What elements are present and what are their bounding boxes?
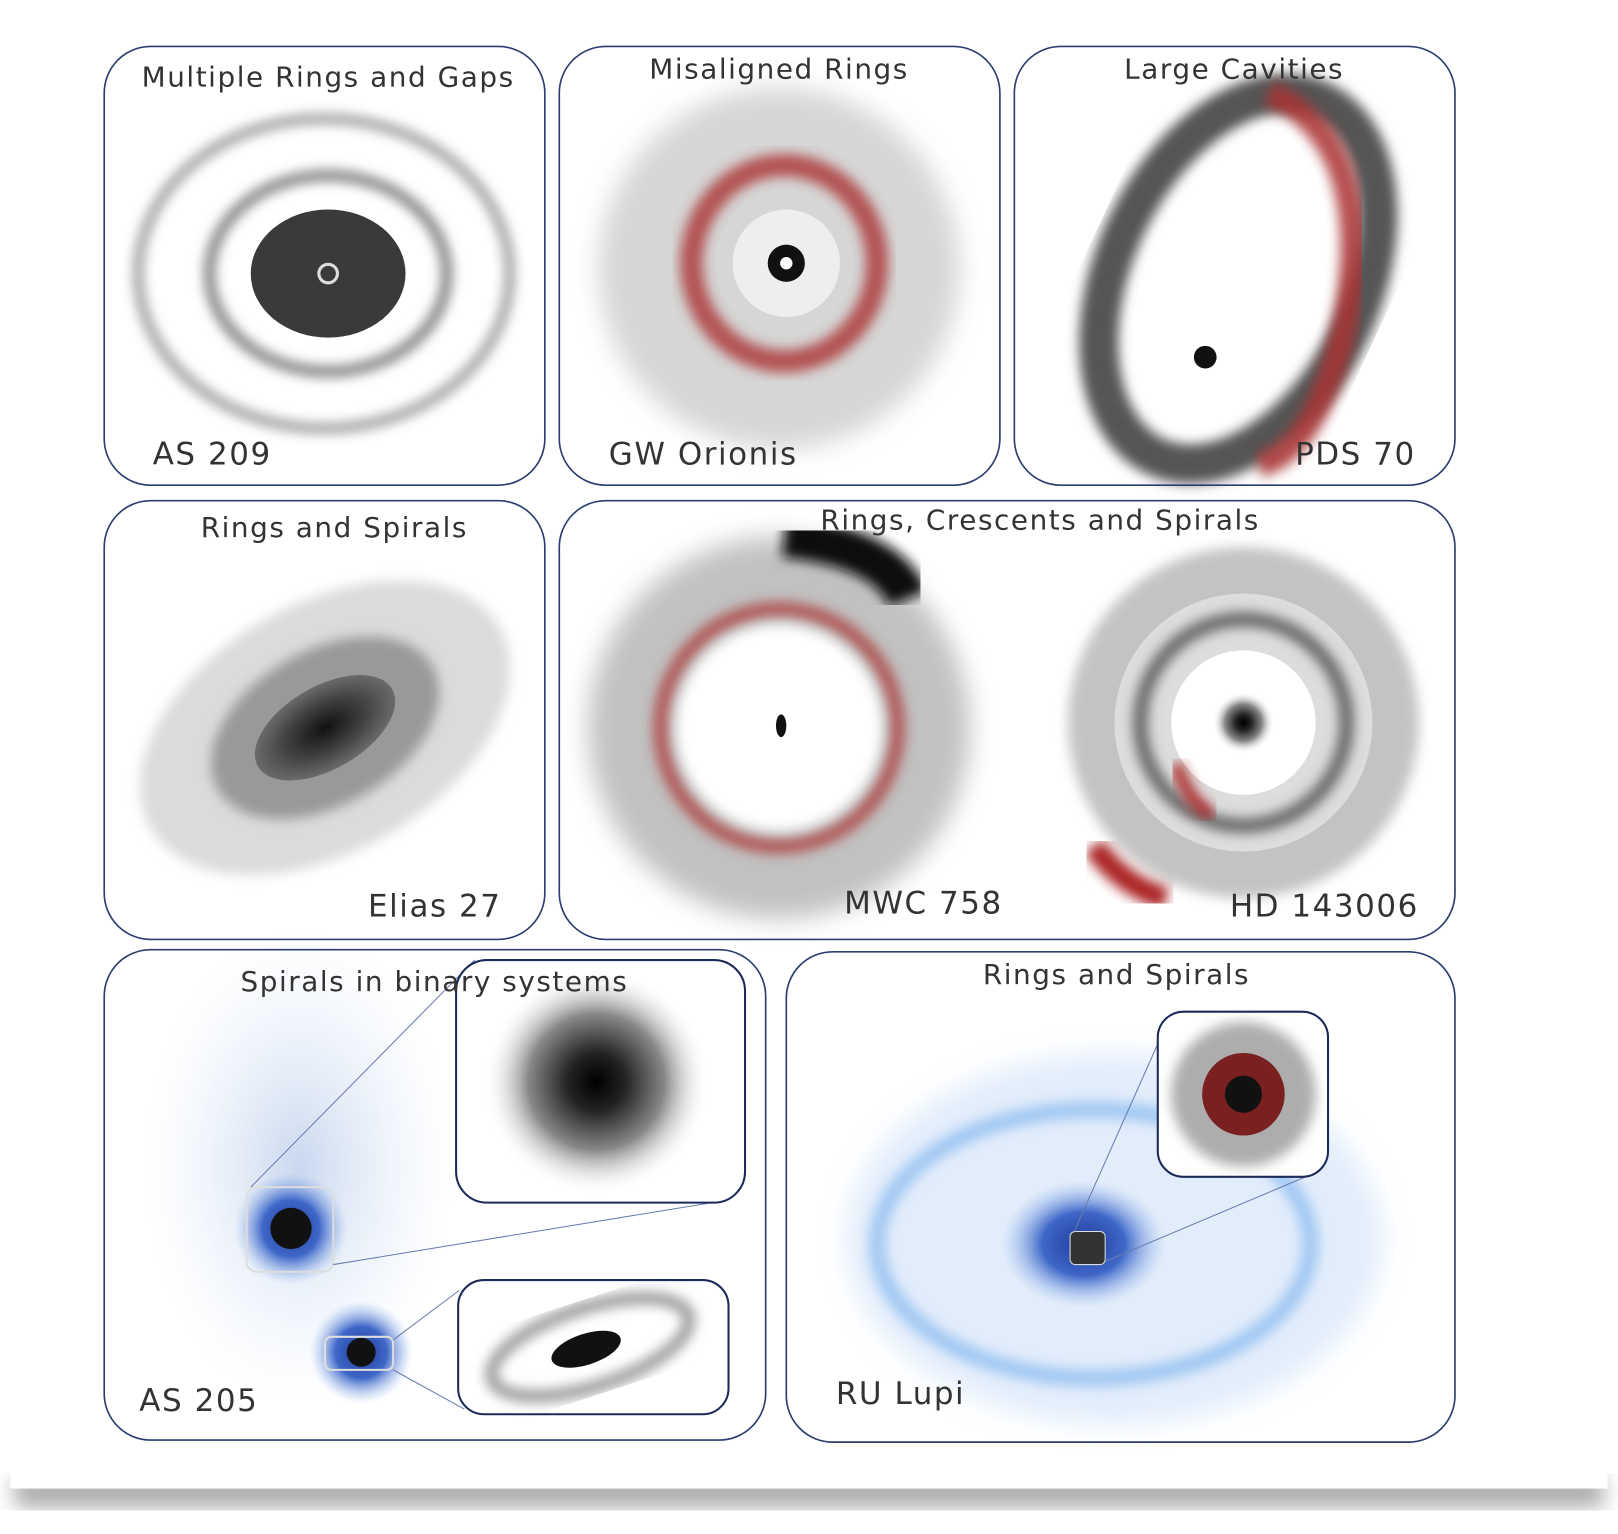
core <box>775 714 787 738</box>
core <box>551 1330 621 1368</box>
panel: Rings and Spirals Elias 27 <box>103 499 546 941</box>
object-label: MWC 758 <box>844 886 1003 922</box>
panel: Spirals in binary systems AS 205 <box>103 929 767 1441</box>
panel-title: Rings and Spirals <box>983 958 1250 991</box>
ring <box>653 601 905 854</box>
panel: Multiple Rings and Gaps AS 209 <box>103 45 546 487</box>
zoom-line <box>392 1289 460 1341</box>
panel-frame <box>558 499 1456 941</box>
panel: Misaligned Rings GW Orionis <box>558 45 1001 487</box>
core <box>254 675 396 781</box>
ring <box>204 170 452 377</box>
ring <box>485 1291 696 1403</box>
object-label: PDS 70 <box>1295 437 1416 473</box>
ring <box>680 153 889 373</box>
panel-title: Spirals in binary systems <box>241 965 629 998</box>
object-label: AS 205 <box>139 1383 258 1419</box>
panel-frame <box>558 45 1001 487</box>
spiral <box>868 1101 1319 1387</box>
panel: Rings, Crescents and Spirals MWC 758 HD … <box>558 499 1456 941</box>
core <box>270 1207 312 1250</box>
zoom-line <box>333 1202 713 1266</box>
zoom-line <box>250 959 476 1188</box>
panel-title: Rings and Spirals <box>201 511 468 544</box>
ring <box>1133 612 1354 834</box>
crescent <box>781 516 928 608</box>
object-label: GW Orionis <box>609 437 798 473</box>
panel-title: Misaligned Rings <box>649 52 909 85</box>
core <box>1193 345 1217 369</box>
panel: Large Cavities PDS 70 <box>1013 45 1456 487</box>
ring-arc <box>1255 81 1365 477</box>
panel-title: Large Cavities <box>1124 52 1344 85</box>
object-label: HD 143006 <box>1230 889 1419 925</box>
core <box>1224 1075 1262 1113</box>
zoom-line <box>1104 1174 1311 1262</box>
inner-ring <box>317 262 339 285</box>
ring <box>133 114 515 434</box>
crescent <box>1170 762 1216 821</box>
zoom-box <box>324 1335 395 1371</box>
panel: Rings and Spirals RU Lupi <box>785 950 1456 1443</box>
crescent <box>1084 839 1170 910</box>
panel-frame <box>785 950 1456 1443</box>
zoom-line <box>1073 1032 1164 1232</box>
core <box>250 209 406 338</box>
zoom-box <box>245 1186 335 1273</box>
panel-title: Multiple Rings and Gaps <box>142 61 515 94</box>
object-label: RU Lupi <box>836 1376 965 1412</box>
zoom-box <box>1069 1231 1106 1266</box>
core-center <box>780 257 793 270</box>
panel-frame <box>1013 45 1456 487</box>
panel-frame <box>103 45 546 487</box>
object-label: AS 209 <box>153 437 272 473</box>
core <box>346 1337 376 1367</box>
panel-frame <box>103 948 767 1441</box>
core <box>1212 691 1275 754</box>
zoom-line <box>392 1369 465 1410</box>
object-label: Elias 27 <box>368 889 501 925</box>
inset-disk <box>482 968 710 1196</box>
panel-title: Rings, Crescents and Spirals <box>820 504 1259 537</box>
halo <box>144 929 455 1404</box>
